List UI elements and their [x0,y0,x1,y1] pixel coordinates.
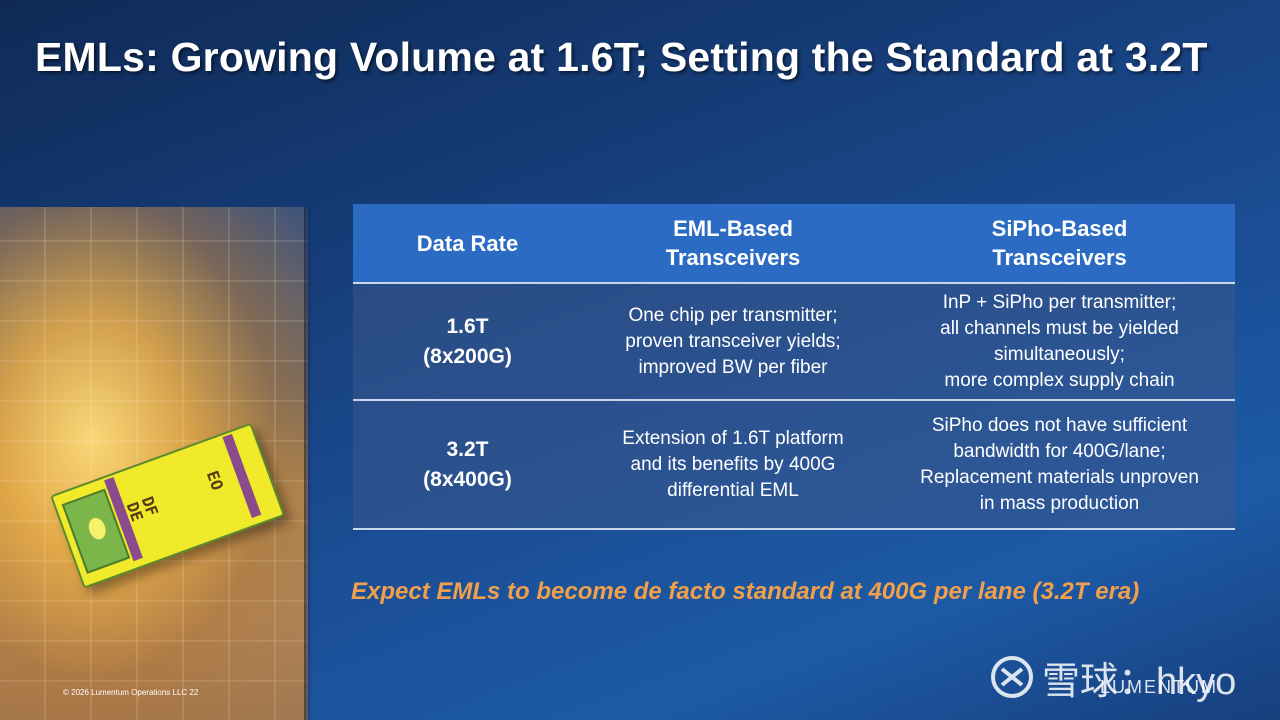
snowball-logo-icon [991,656,1033,698]
header-eml: EML-Based Transceivers [582,204,884,284]
table-header-row: Data Rate EML-Based Transceivers SiPho-B… [353,204,1235,284]
table-row: 3.2T (8x400G) Extension of 1.6T platform… [353,400,1235,530]
header-data-rate: Data Rate [353,204,582,284]
photo-edge-shadow [304,207,312,720]
copyright-text: © 2026 Lumentum Operations LLC 22 [63,688,199,697]
conclusion-tagline: Expect EMLs to become de facto standard … [351,578,1140,605]
slide-title: EMLs: Growing Volume at 1.6T; Setting th… [35,34,1208,80]
lumentum-logo: LUMENTUM [1100,677,1218,697]
cell-rate: 3.2T (8x400G) [353,400,582,530]
cell-sipho: InP + SiPho per transmitter; all channel… [884,283,1235,401]
header-sipho: SiPho-Based Transceivers [884,204,1235,284]
cell-eml: One chip per transmitter; proven transce… [582,283,884,401]
cell-sipho: SiPho does not have sufficient bandwidth… [884,400,1235,530]
cell-eml: Extension of 1.6T platform and its benef… [582,400,884,530]
watermark: 雪球：hkyo [990,652,1237,703]
comparison-table: Data Rate EML-Based Transceivers SiPho-B… [353,204,1235,530]
table-row: 1.6T (8x200G) One chip per transmitter; … [353,283,1235,401]
watermark-text: 雪球：hkyo [1042,660,1237,703]
chip-photo: DF DE EO © 2026 Lumentum Operations LLC … [0,207,308,720]
cell-rate: 1.6T (8x200G) [353,283,582,401]
chip-contact-dot [85,515,109,542]
